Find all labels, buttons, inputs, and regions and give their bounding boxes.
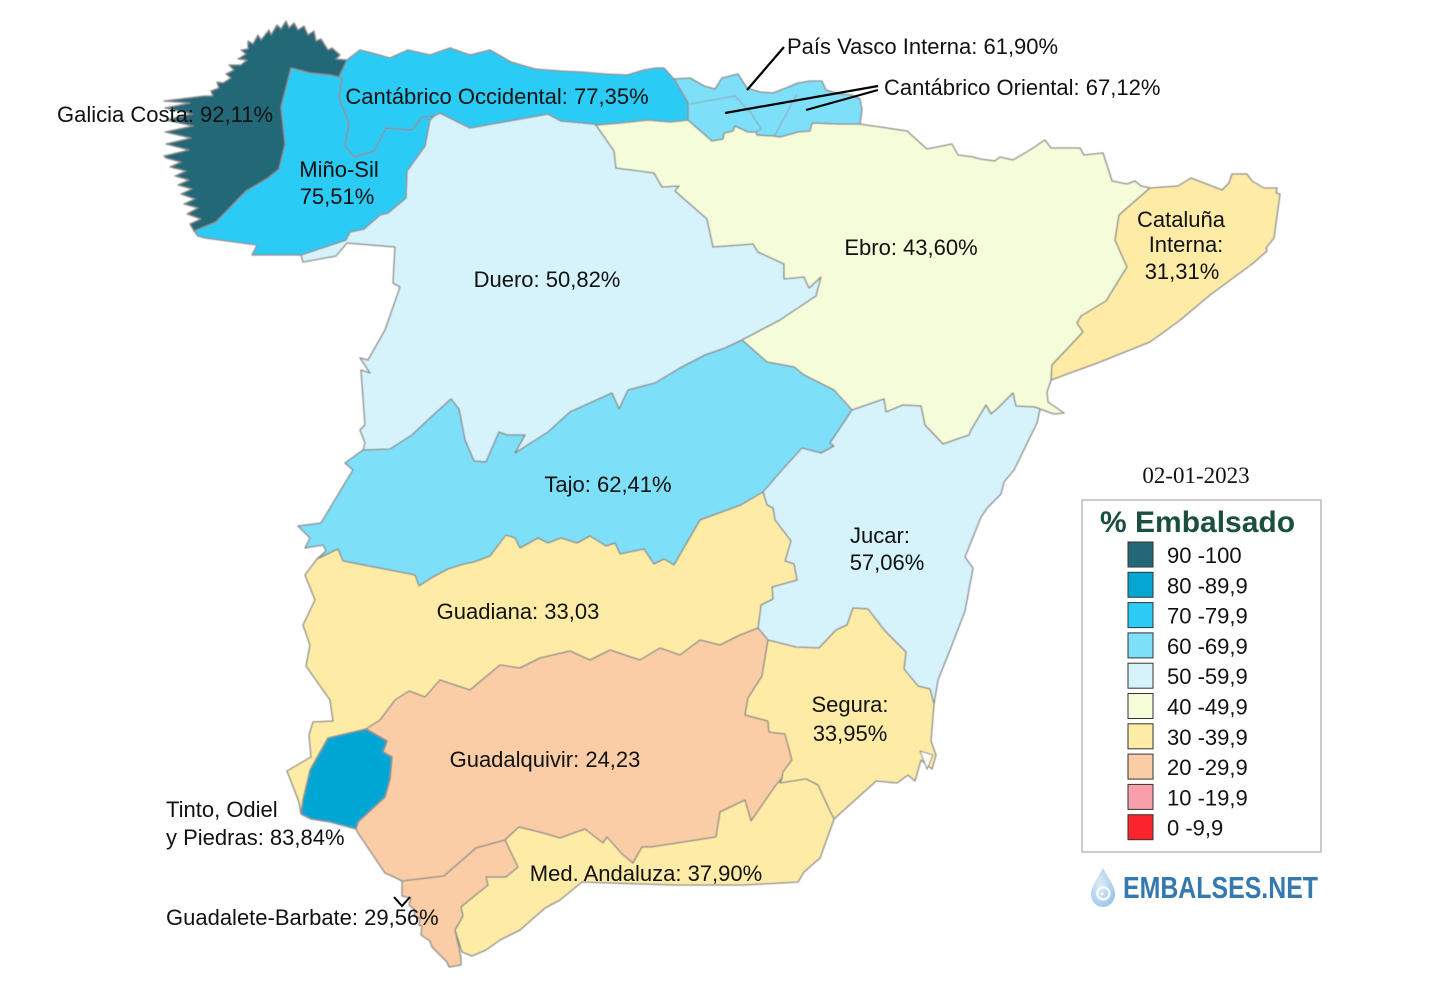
svg-text:31,31%: 31,31%: [1145, 259, 1220, 284]
svg-text:75,51%: 75,51%: [300, 184, 375, 209]
svg-text:0 -9,9: 0 -9,9: [1167, 816, 1223, 841]
svg-text:Jucar:: Jucar:: [850, 523, 910, 548]
svg-text:Tinto, Odiel: Tinto, Odiel: [166, 797, 278, 822]
svg-text:30 -39,9: 30 -39,9: [1167, 725, 1248, 750]
svg-text:Cataluña: Cataluña: [1137, 207, 1226, 232]
svg-text:Ebro: 43,60%: Ebro: 43,60%: [844, 235, 977, 260]
svg-text:y Piedras: 83,84%: y Piedras: 83,84%: [166, 825, 345, 850]
svg-text:50 -59,9: 50 -59,9: [1167, 664, 1248, 689]
svg-text:% Embalsado: % Embalsado: [1100, 506, 1295, 539]
svg-text:Cantábrico Occidental: 77,35%: Cantábrico Occidental: 77,35%: [345, 84, 648, 109]
svg-text:Cantábrico Oriental: 67,12%: Cantábrico Oriental: 67,12%: [884, 75, 1160, 100]
svg-text:60 -69,9: 60 -69,9: [1167, 634, 1248, 659]
svg-text:20 -29,9: 20 -29,9: [1167, 755, 1248, 780]
svg-text:Guadalquivir: 24,23: Guadalquivir: 24,23: [450, 747, 641, 772]
svg-text:Galicia Costa: 92,11%: Galicia Costa: 92,11%: [57, 102, 273, 127]
svg-text:Guadalete-Barbate: 29,56%: Guadalete-Barbate: 29,56%: [166, 905, 439, 930]
svg-text:Miño-Sil: Miño-Sil: [299, 157, 378, 182]
svg-text:40 -49,9: 40 -49,9: [1167, 695, 1248, 720]
svg-text:70 -79,9: 70 -79,9: [1167, 604, 1248, 629]
svg-text:EMBALSES.NET: EMBALSES.NET: [1123, 870, 1318, 905]
svg-text:Segura:: Segura:: [811, 692, 888, 717]
svg-text:Med. Andaluza: 37,90%: Med. Andaluza: 37,90%: [530, 861, 762, 886]
svg-text:80 -89,9: 80 -89,9: [1167, 573, 1248, 598]
svg-text:País Vasco Interna: 61,90%: País Vasco Interna: 61,90%: [787, 34, 1058, 59]
svg-text:Duero: 50,82%: Duero: 50,82%: [474, 267, 621, 292]
svg-text:02-01-2023: 02-01-2023: [1142, 463, 1249, 488]
svg-text:90 -100: 90 -100: [1167, 543, 1242, 568]
svg-text:Interna:: Interna:: [1149, 232, 1224, 257]
svg-text:10 -19,9: 10 -19,9: [1167, 785, 1248, 810]
svg-text:Tajo: 62,41%: Tajo: 62,41%: [544, 472, 671, 497]
svg-text:57,06%: 57,06%: [850, 550, 925, 575]
svg-text:Guadiana: 33,03: Guadiana: 33,03: [437, 599, 600, 624]
svg-text:33,95%: 33,95%: [813, 721, 888, 746]
